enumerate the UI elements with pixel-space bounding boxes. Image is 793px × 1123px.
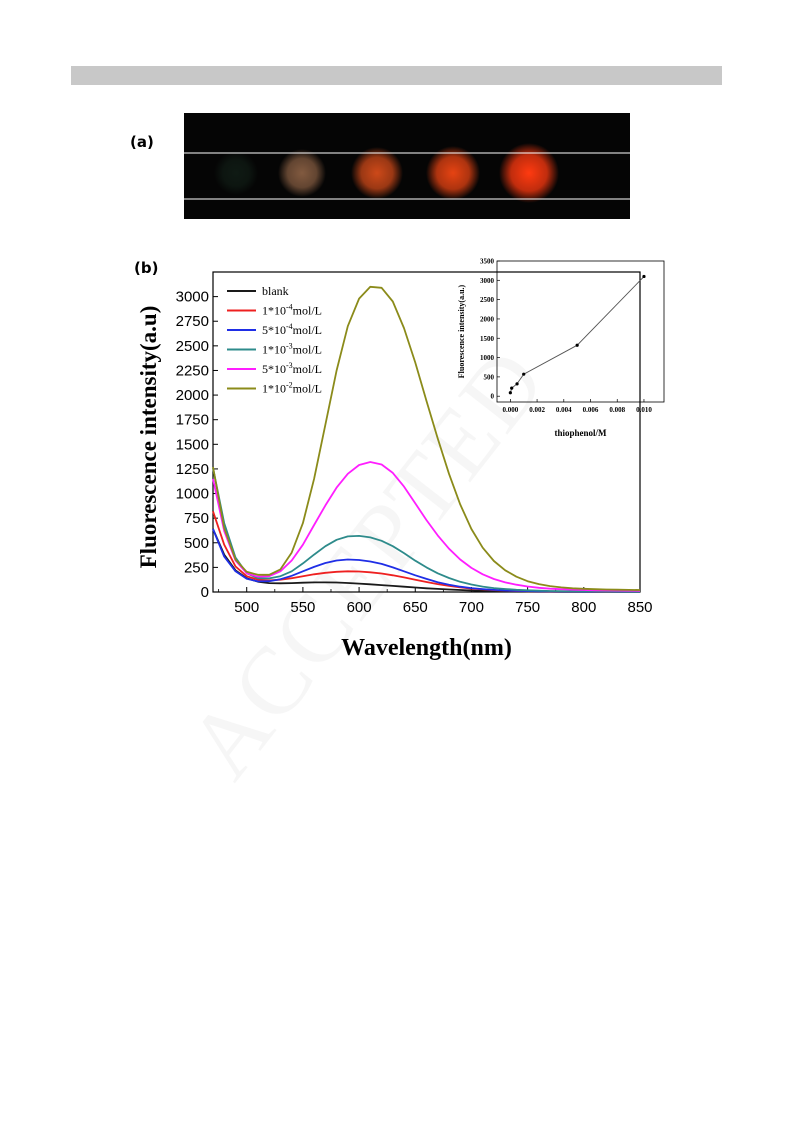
inset-data-point: [575, 343, 579, 347]
y-tick-label: 1000: [176, 486, 209, 503]
series-line-5*10-3mol/L: [212, 461, 641, 592]
x-axis-title: Wavelength(nm): [341, 635, 512, 661]
legend-label: 1*10-3mol/L: [262, 342, 322, 357]
x-tick-label: 600: [347, 599, 372, 616]
fluorescence-photo: [184, 113, 630, 219]
inset-data-point: [522, 372, 526, 376]
legend-label: 1*10-4mol/L: [262, 303, 322, 318]
inset-frame: [496, 260, 665, 403]
panel-label-a: (a): [130, 133, 154, 151]
inset-y-tick-label: 0: [491, 393, 495, 401]
inset-data-point: [508, 391, 512, 395]
sample-spot-1e-3: [426, 146, 480, 200]
y-tick-label: 1750: [176, 412, 209, 429]
inset-y-tick-label: 1500: [480, 335, 495, 343]
y-tick-label: 1250: [176, 461, 209, 478]
inset-x-tick-label: 0.010: [636, 406, 652, 414]
x-tick-label: 750: [515, 599, 540, 616]
sample-spot-5e-3: [499, 143, 559, 203]
inset-y-tick-label: 500: [484, 373, 495, 381]
x-tick-label: 550: [290, 599, 315, 616]
y-tick-label: 2250: [176, 362, 209, 379]
inset-x-tick-label: 0.006: [583, 406, 599, 414]
inset-x-tick-label: 0.004: [556, 406, 572, 414]
x-tick-label: 800: [571, 599, 596, 616]
inset-data-point: [642, 274, 646, 279]
inset-y-tick-label: 2500: [480, 296, 495, 304]
x-tick-label: 700: [459, 599, 484, 616]
y-tick-label: 500: [184, 535, 209, 552]
sample-spot-1e-4: [278, 149, 326, 197]
y-tick-label: 2000: [176, 387, 209, 404]
x-tick-label: 650: [403, 599, 428, 616]
legend-label: blank: [262, 284, 289, 298]
inset-data-point: [510, 386, 514, 390]
y-tick-label: 0: [201, 584, 209, 601]
x-tick-label: 850: [627, 599, 652, 616]
plot-frame: [212, 271, 641, 593]
y-tick-label: 750: [184, 510, 209, 527]
inset-y-tick-label: 2000: [480, 315, 495, 323]
header-bar: [71, 66, 722, 85]
legend-label: 5*10-4mol/L: [262, 322, 322, 337]
y-tick-label: 3000: [176, 289, 209, 306]
y-tick-label: 2750: [176, 313, 209, 330]
inset-x-tick-label: 0.008: [609, 406, 625, 414]
inset-x-tick-label: 0.002: [529, 406, 545, 414]
sample-spot-blank: [214, 151, 258, 195]
inset-data-point: [515, 382, 519, 386]
inset-x-tick-label: 0.000: [502, 406, 518, 414]
inset-y-tick-label: 1000: [480, 354, 495, 362]
series-line-1*10-2mol/L: [212, 285, 641, 591]
sample-spot-5e-4: [351, 147, 403, 199]
panel-label-b: (b): [134, 259, 159, 277]
y-axis-title: Fluorescence intensity(a.u): [136, 306, 161, 569]
inset-y-title: Fluorescence intensity(a.u.): [457, 284, 466, 378]
inset-y-tick-label: 3500: [480, 258, 495, 266]
inset-x-title: thiophenol/M: [554, 428, 607, 438]
y-tick-label: 1500: [176, 436, 209, 453]
inset-y-tick-label: 3000: [480, 277, 495, 285]
series-line-1*10-3mol/L: [212, 467, 640, 593]
legend-label: 1*10-2mol/L: [262, 381, 322, 396]
x-tick-label: 500: [234, 599, 259, 616]
inset-line: [509, 276, 645, 393]
y-tick-label: 250: [184, 559, 209, 576]
y-tick-label: 2500: [176, 338, 209, 355]
legend-label: 5*10-3mol/L: [262, 361, 322, 376]
